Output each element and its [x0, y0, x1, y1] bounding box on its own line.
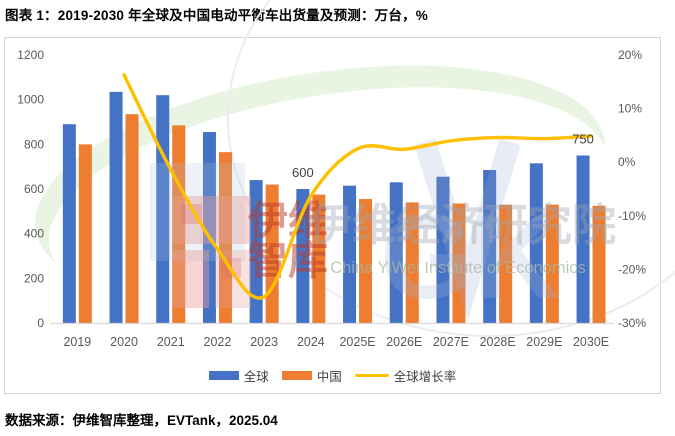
bar-global-2023: [249, 180, 263, 323]
x-axis-label: 2022: [204, 335, 232, 349]
bar-global-2029E: [529, 163, 543, 323]
left-axis-tick: 1000: [17, 93, 44, 107]
left-axis-tick: 1200: [17, 48, 44, 62]
bar-global-2022: [202, 132, 216, 323]
right-axis-tick: 0%: [618, 155, 636, 169]
legend: 全球 中国 全球增长率: [4, 366, 661, 385]
left-axis-tick: 200: [24, 271, 44, 285]
bar-china-2024: [312, 194, 326, 323]
legend-swatch-global: [208, 371, 239, 380]
bar-global-2026E: [389, 182, 403, 323]
bar-china-2021: [172, 125, 186, 323]
legend-label-global: 全球: [243, 370, 269, 384]
legend-swatch-growth-line: [354, 373, 389, 378]
legend-item-china: 中国: [281, 366, 342, 385]
watermark-seal-text-1: 伊维: [247, 199, 328, 243]
right-axis-tick: -30%: [618, 316, 646, 330]
right-axis-tick: 20%: [618, 48, 642, 62]
legend-label-china: 中国: [316, 370, 342, 384]
x-axis-label: 2024: [297, 335, 325, 349]
bar-global-2028E: [483, 170, 497, 323]
x-axis-label: 2019: [63, 335, 91, 349]
x-axis-label: 2025E: [339, 335, 375, 349]
data-label-2030E: 750: [572, 132, 594, 147]
bar-china-2020: [125, 114, 139, 323]
watermark-logo-letters: GK: [380, 190, 560, 324]
bar-china-2025E: [359, 199, 373, 323]
right-axis-tick: 10%: [618, 102, 642, 116]
x-axis-label: 2029E: [526, 335, 562, 349]
data-labels-layer: 600 750: [292, 132, 594, 181]
bar-series-layer: [62, 91, 606, 323]
bar-global-2021: [156, 95, 170, 323]
legend-item-global: 全球: [208, 366, 269, 385]
source-note: 数据来源：伊维智库整理，EVTank，2025.04: [5, 413, 278, 428]
bar-china-2026E: [405, 202, 419, 323]
bar-global-2019: [62, 124, 76, 323]
watermark-overlay: GK 伊维 智库 伊维经济研究院 China YiWei Institute o…: [150, 138, 616, 324]
x-axis-label: 2028E: [480, 335, 516, 349]
watermark-seal-block-2: [173, 250, 209, 308]
watermark-logo-v-shape: [414, 138, 521, 320]
bar-china-2019: [78, 144, 92, 323]
x-axis-label: 2026E: [386, 335, 422, 349]
bar-global-2030E: [576, 155, 590, 323]
x-axis-label: 2023: [250, 335, 278, 349]
legend-label-growth-rate: 全球增长率: [393, 370, 457, 384]
legend-item-growth-rate: 全球增长率: [354, 366, 457, 385]
bar-global-2025E: [343, 185, 357, 323]
left-axis-tick: 800: [24, 137, 44, 151]
watermark-seal-block-1: [173, 196, 251, 244]
right-axis-tick: -10%: [618, 209, 646, 223]
x-axis-label: 2020: [110, 335, 138, 349]
watermark-gray-arc: [227, 0, 675, 337]
bar-china-2023: [265, 184, 279, 323]
data-label-2024: 600: [292, 165, 314, 180]
watermark-green-swoosh-inner: [48, 87, 610, 317]
growth-line-layer: [122, 73, 593, 300]
x-axis-label: 2021: [157, 335, 185, 349]
left-axis-tick: 400: [24, 227, 44, 241]
bar-global-2027E: [436, 176, 450, 323]
watermark-org-en: China YiWei Institute of Economics: [330, 259, 586, 277]
watermark-seal-block-3: [215, 250, 251, 308]
watermark-org-cn: 伊维经济研究院: [307, 201, 616, 250]
legend-swatch-china: [281, 371, 312, 380]
x-axis-label: 2027E: [433, 335, 469, 349]
watermark-blue-square: [150, 163, 245, 261]
growth-rate-line: [122, 73, 593, 300]
bar-china-2022: [218, 152, 232, 323]
bar-china-2030E: [592, 205, 606, 323]
left-axis-tick: 0: [37, 316, 44, 330]
bar-china-2027E: [452, 203, 466, 323]
left-axis-tick: 600: [24, 182, 44, 196]
bar-global-2020: [109, 91, 123, 323]
bar-china-2028E: [499, 204, 513, 323]
chart-title: 图表 1：2019-2030 年全球及中国电动平衡车出货量及预测：万台，%: [5, 8, 428, 23]
bar-china-2029E: [545, 204, 559, 323]
x-axis-label: 2030E: [573, 335, 609, 349]
axes-layer: 0 200 400 600 800 1000 1200 -30% -20% -10% 0% 10% 20…: [17, 48, 646, 349]
right-axis-tick: -20%: [618, 262, 646, 276]
